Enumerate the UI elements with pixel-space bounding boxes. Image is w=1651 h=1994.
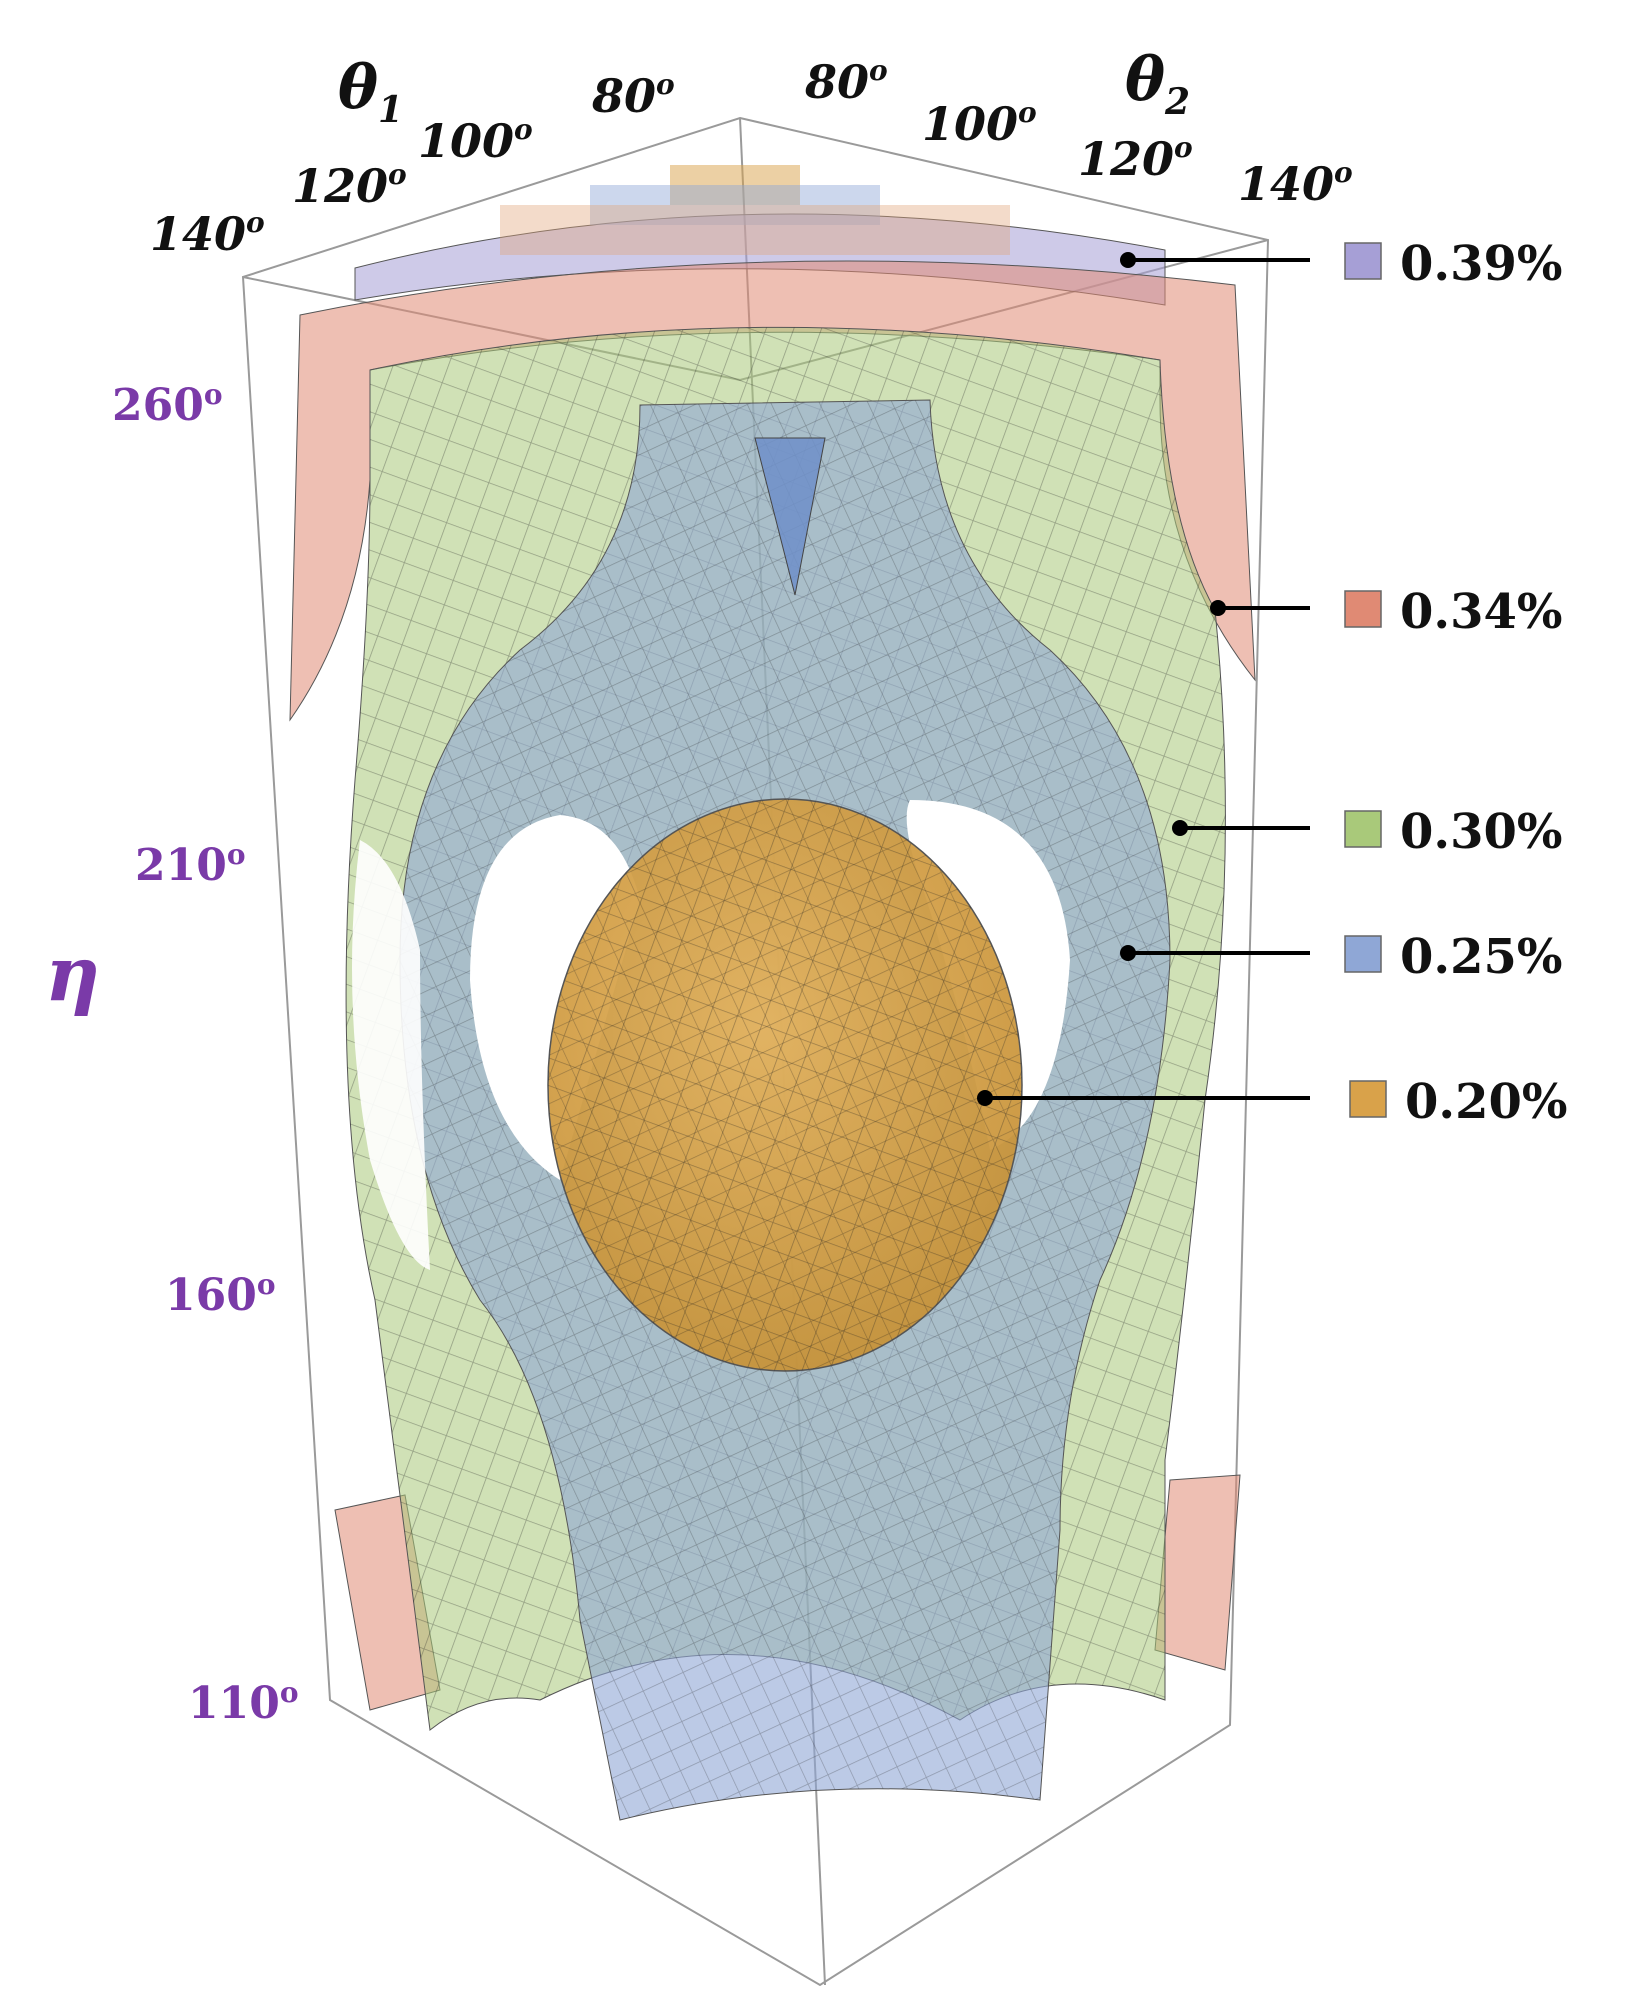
legend-entry: 0.20% xyxy=(977,1074,1568,1130)
theta2-tick: 80o xyxy=(804,54,888,109)
legend-swatch xyxy=(1344,590,1382,628)
legend-label: 0.34% xyxy=(1400,584,1563,640)
isosurfaces xyxy=(289,165,1256,1821)
legend-label: 0.20% xyxy=(1405,1074,1568,1130)
eta-tick: 210o xyxy=(135,838,246,891)
legend-swatch xyxy=(1344,242,1382,280)
theta2-title: θ2 xyxy=(1125,45,1190,123)
theta2-axis: θ2 80o 100o 120o 140o xyxy=(804,45,1353,211)
legend-label: 0.39% xyxy=(1400,236,1563,292)
eta-tick: 260o xyxy=(112,378,223,431)
eta-axis: η 260o 210o 160o 110o xyxy=(45,378,299,1729)
legend-label: 0.30% xyxy=(1400,804,1563,860)
eta-tick: 160o xyxy=(165,1268,276,1321)
theta2-tick: 140o xyxy=(1238,156,1353,211)
legend-swatch xyxy=(1349,1080,1387,1118)
theta1-tick: 100o xyxy=(418,113,533,168)
theta1-tick: 140o xyxy=(150,206,265,261)
theta2-tick: 100o xyxy=(922,96,1037,151)
eta-title: η xyxy=(45,929,100,1018)
theta2-tick: 120o xyxy=(1078,131,1193,186)
theta1-tick: 120o xyxy=(292,158,407,213)
legend-entry: 0.30% xyxy=(1172,804,1563,860)
legend-swatch xyxy=(1344,810,1382,848)
legend: 0.39% 0.34% 0.30% 0.25% 0.20% xyxy=(977,236,1568,1130)
legend-entry: 0.34% xyxy=(1210,584,1563,640)
legend-label: 0.25% xyxy=(1400,929,1563,985)
eta-tick: 110o xyxy=(188,1676,299,1729)
legend-entry: 0.25% xyxy=(1120,929,1563,985)
legend-swatch xyxy=(1344,935,1382,973)
legend-entry: 0.39% xyxy=(1120,236,1563,292)
theta1-title: θ1 xyxy=(338,53,403,131)
theta1-tick: 80o xyxy=(591,68,675,123)
theta1-axis: θ1 140o 120o 100o 80o xyxy=(150,53,675,261)
